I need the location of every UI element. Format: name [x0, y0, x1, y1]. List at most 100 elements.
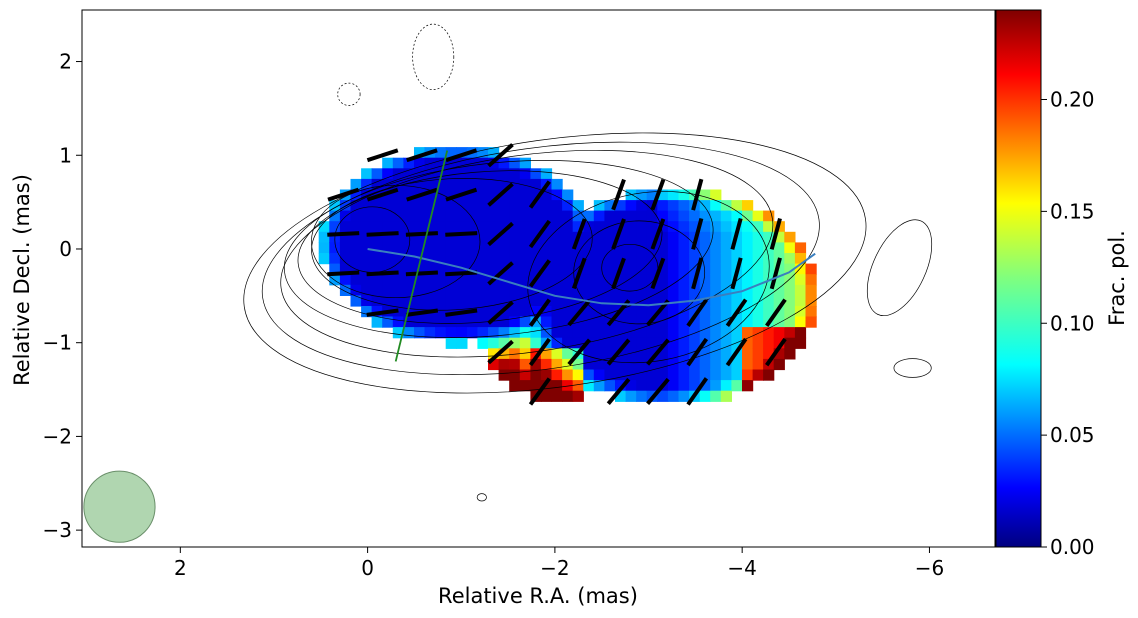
- evpa-vector: [725, 337, 748, 367]
- overlay-lines: [367, 150, 816, 362]
- pol-pixel: [593, 284, 605, 296]
- pol-pixel: [710, 221, 722, 233]
- pol-pixel: [742, 337, 754, 349]
- pol-pixel: [361, 263, 373, 275]
- pol-pixel: [625, 210, 637, 222]
- pol-pixel: [805, 274, 817, 286]
- pol-pixel: [720, 295, 732, 307]
- evpa-vector: [567, 299, 592, 327]
- pol-pixel: [318, 231, 330, 243]
- evpa-vector: [405, 231, 439, 237]
- evpa-vector: [528, 180, 551, 209]
- pol-pixel: [742, 348, 754, 360]
- pol-pixel: [562, 369, 574, 381]
- pol-pixel: [625, 242, 637, 254]
- pol-pixel: [593, 200, 605, 212]
- pol-pixel: [488, 358, 500, 371]
- pol-pixel: [625, 306, 637, 318]
- pol-pixel: [689, 210, 701, 222]
- pol-pixel: [678, 358, 690, 371]
- pol-pixel: [403, 327, 415, 339]
- pol-pixel: [636, 210, 648, 222]
- pol-pixel: [667, 337, 680, 349]
- pol-pixel: [509, 369, 521, 381]
- pol-pixel: [604, 242, 616, 254]
- pol-pixel: [414, 274, 426, 286]
- pol-pixel: [572, 200, 584, 212]
- pol-pixel: [646, 295, 658, 307]
- pol-pixel: [403, 168, 415, 180]
- pol-pixel: [763, 369, 775, 381]
- contour-line: [261, 141, 820, 376]
- pol-pixel: [477, 274, 489, 286]
- pol-pixel: [477, 295, 489, 307]
- pol-pixel: [519, 168, 531, 180]
- pol-pixel: [562, 253, 574, 265]
- pol-pixel: [361, 306, 373, 318]
- pol-pixel: [636, 263, 648, 275]
- pol-pixel: [678, 316, 690, 328]
- pol-pixel: [318, 242, 330, 254]
- pol-pixel: [551, 380, 563, 392]
- pol-pixel: [466, 274, 479, 286]
- pol-pixel: [382, 200, 394, 212]
- evpa-vector: [487, 261, 514, 286]
- pol-pixel: [720, 263, 732, 275]
- pol-pixel: [350, 253, 362, 265]
- pol-pixel: [731, 316, 743, 328]
- y-axis-label: Relative Decl. (mas): [10, 174, 34, 386]
- pol-pixel: [636, 221, 648, 233]
- pol-pixel: [371, 231, 383, 243]
- pol-pixel: [424, 253, 436, 265]
- pol-pixel: [667, 200, 680, 212]
- pol-pixel: [424, 221, 436, 233]
- pol-pixel: [519, 295, 531, 307]
- pol-pixel: [456, 274, 468, 286]
- pol-pixel: [530, 369, 542, 381]
- pol-pixel: [699, 380, 711, 392]
- pol-pixel: [414, 231, 426, 243]
- pol-pixel: [763, 221, 775, 233]
- pol-pixel: [456, 295, 468, 307]
- pol-pixel: [667, 316, 680, 328]
- pol-pixel: [636, 242, 648, 254]
- pol-pixel: [615, 295, 627, 307]
- pol-pixel: [784, 348, 796, 360]
- pol-pixel: [625, 189, 637, 201]
- pol-pixel: [466, 231, 479, 243]
- contour-line: [527, 191, 770, 364]
- pol-pixel: [752, 327, 764, 339]
- pol-pixel: [699, 358, 711, 371]
- pol-pixel: [689, 337, 701, 349]
- evpa-vector: [406, 148, 438, 163]
- pol-pixel: [625, 316, 637, 328]
- pol-pixel: [424, 327, 436, 339]
- pol-pixel: [414, 147, 426, 159]
- pol-pixel: [350, 210, 362, 222]
- pol-pixel: [466, 253, 479, 265]
- x-tick-label: 0: [361, 556, 374, 580]
- pol-pixel: [350, 231, 362, 243]
- pol-pixel: [530, 295, 542, 307]
- pol-pixel: [551, 295, 563, 307]
- evpa-vector: [650, 178, 666, 211]
- pol-pixel: [329, 263, 341, 275]
- pol-pixel: [498, 358, 510, 371]
- pol-pixel: [498, 348, 510, 360]
- pol-pixel: [318, 253, 330, 265]
- pol-pixel: [689, 189, 701, 201]
- pol-pixel: [466, 168, 479, 180]
- pol-pixel: [689, 221, 701, 233]
- pol-pixel: [382, 253, 394, 265]
- pol-pixel: [784, 242, 796, 254]
- pol-pixel: [382, 274, 394, 286]
- pol-pixel: [731, 200, 743, 212]
- pol-pixel: [699, 348, 711, 360]
- pol-pixel: [657, 200, 669, 212]
- pol-pixel: [583, 231, 595, 243]
- pol-pixel: [752, 231, 764, 243]
- pol-pixel: [414, 221, 426, 233]
- pol-pixel: [456, 157, 468, 169]
- pol-pixel: [498, 284, 510, 296]
